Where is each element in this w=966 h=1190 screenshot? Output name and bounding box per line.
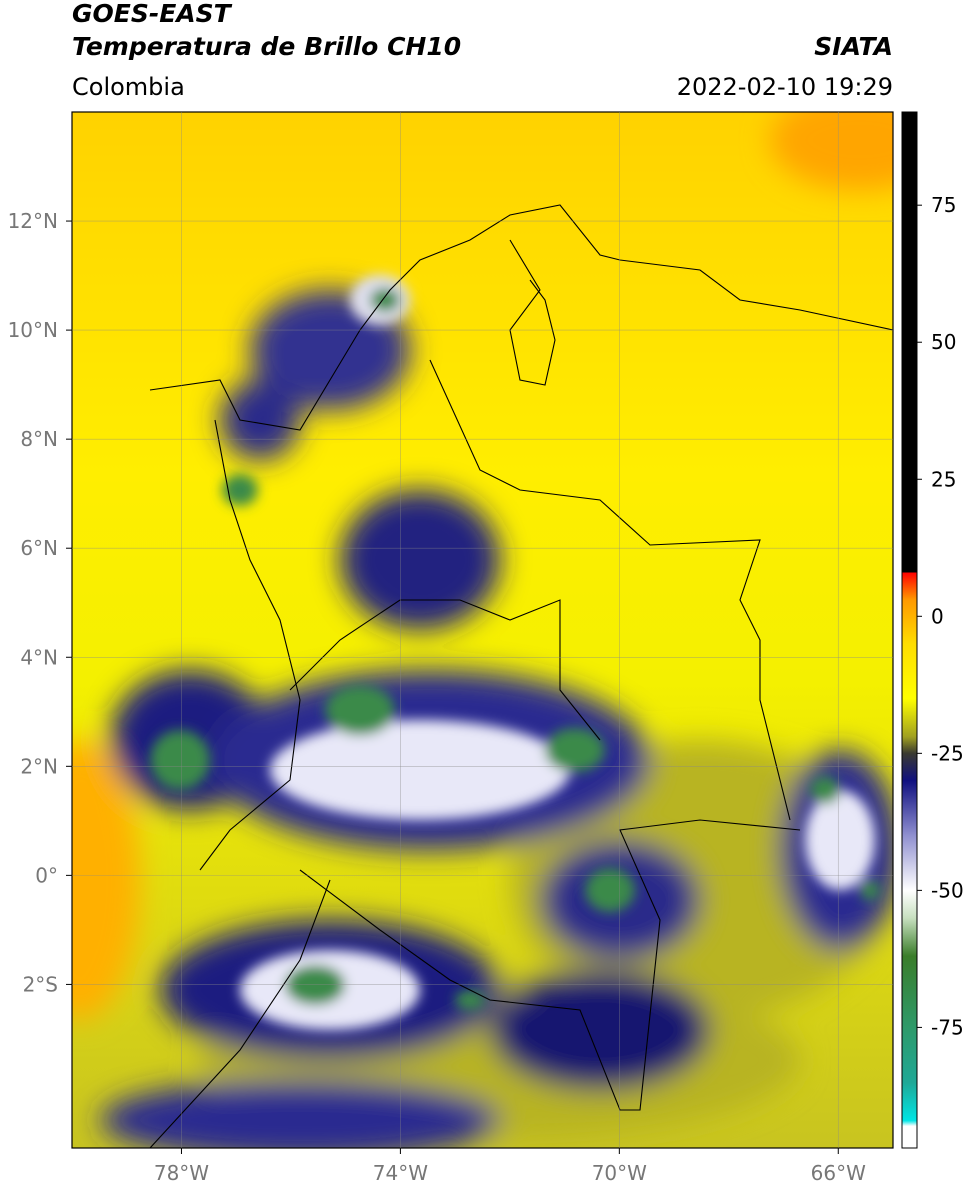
x-tick-label: 78°W [154,1161,209,1185]
y-tick-label: 12°N [8,209,58,233]
title: GOES-EAST [72,0,233,28]
subtitle: Temperatura de Brillo CH10 [72,32,461,61]
colorbar-tick-label: -50 [931,878,964,902]
x-tick-label: 70°W [592,1161,647,1185]
colorbar-tick-label: 75 [931,193,956,217]
colorbar-tick-label: -75 [931,1015,964,1039]
y-tick-label: 8°N [20,427,58,451]
x-tick-label: 74°W [373,1161,428,1185]
y-tick-label: 4°N [20,645,58,669]
colorbar-tick-label: -25 [931,741,964,765]
colorbar [901,111,918,1149]
colorbar-tick-label: 50 [931,330,956,354]
map-frame [71,111,894,1149]
colorbar-tick-label: 25 [931,467,956,491]
y-tick-label: 10°N [8,318,58,342]
satellite-image [72,112,893,1148]
y-tick-label: 2°N [20,754,58,778]
source: SIATA [814,32,893,61]
colorbar-tick-label: 0 [931,604,944,628]
datetime: 2022-02-10 19:29 [677,73,893,101]
y-tick-label: 2°S [23,972,58,996]
x-tick-label: 66°W [811,1161,866,1185]
region: Colombia [72,73,185,101]
y-tick-label: 0° [35,863,58,887]
y-tick-label: 6°N [20,536,58,560]
